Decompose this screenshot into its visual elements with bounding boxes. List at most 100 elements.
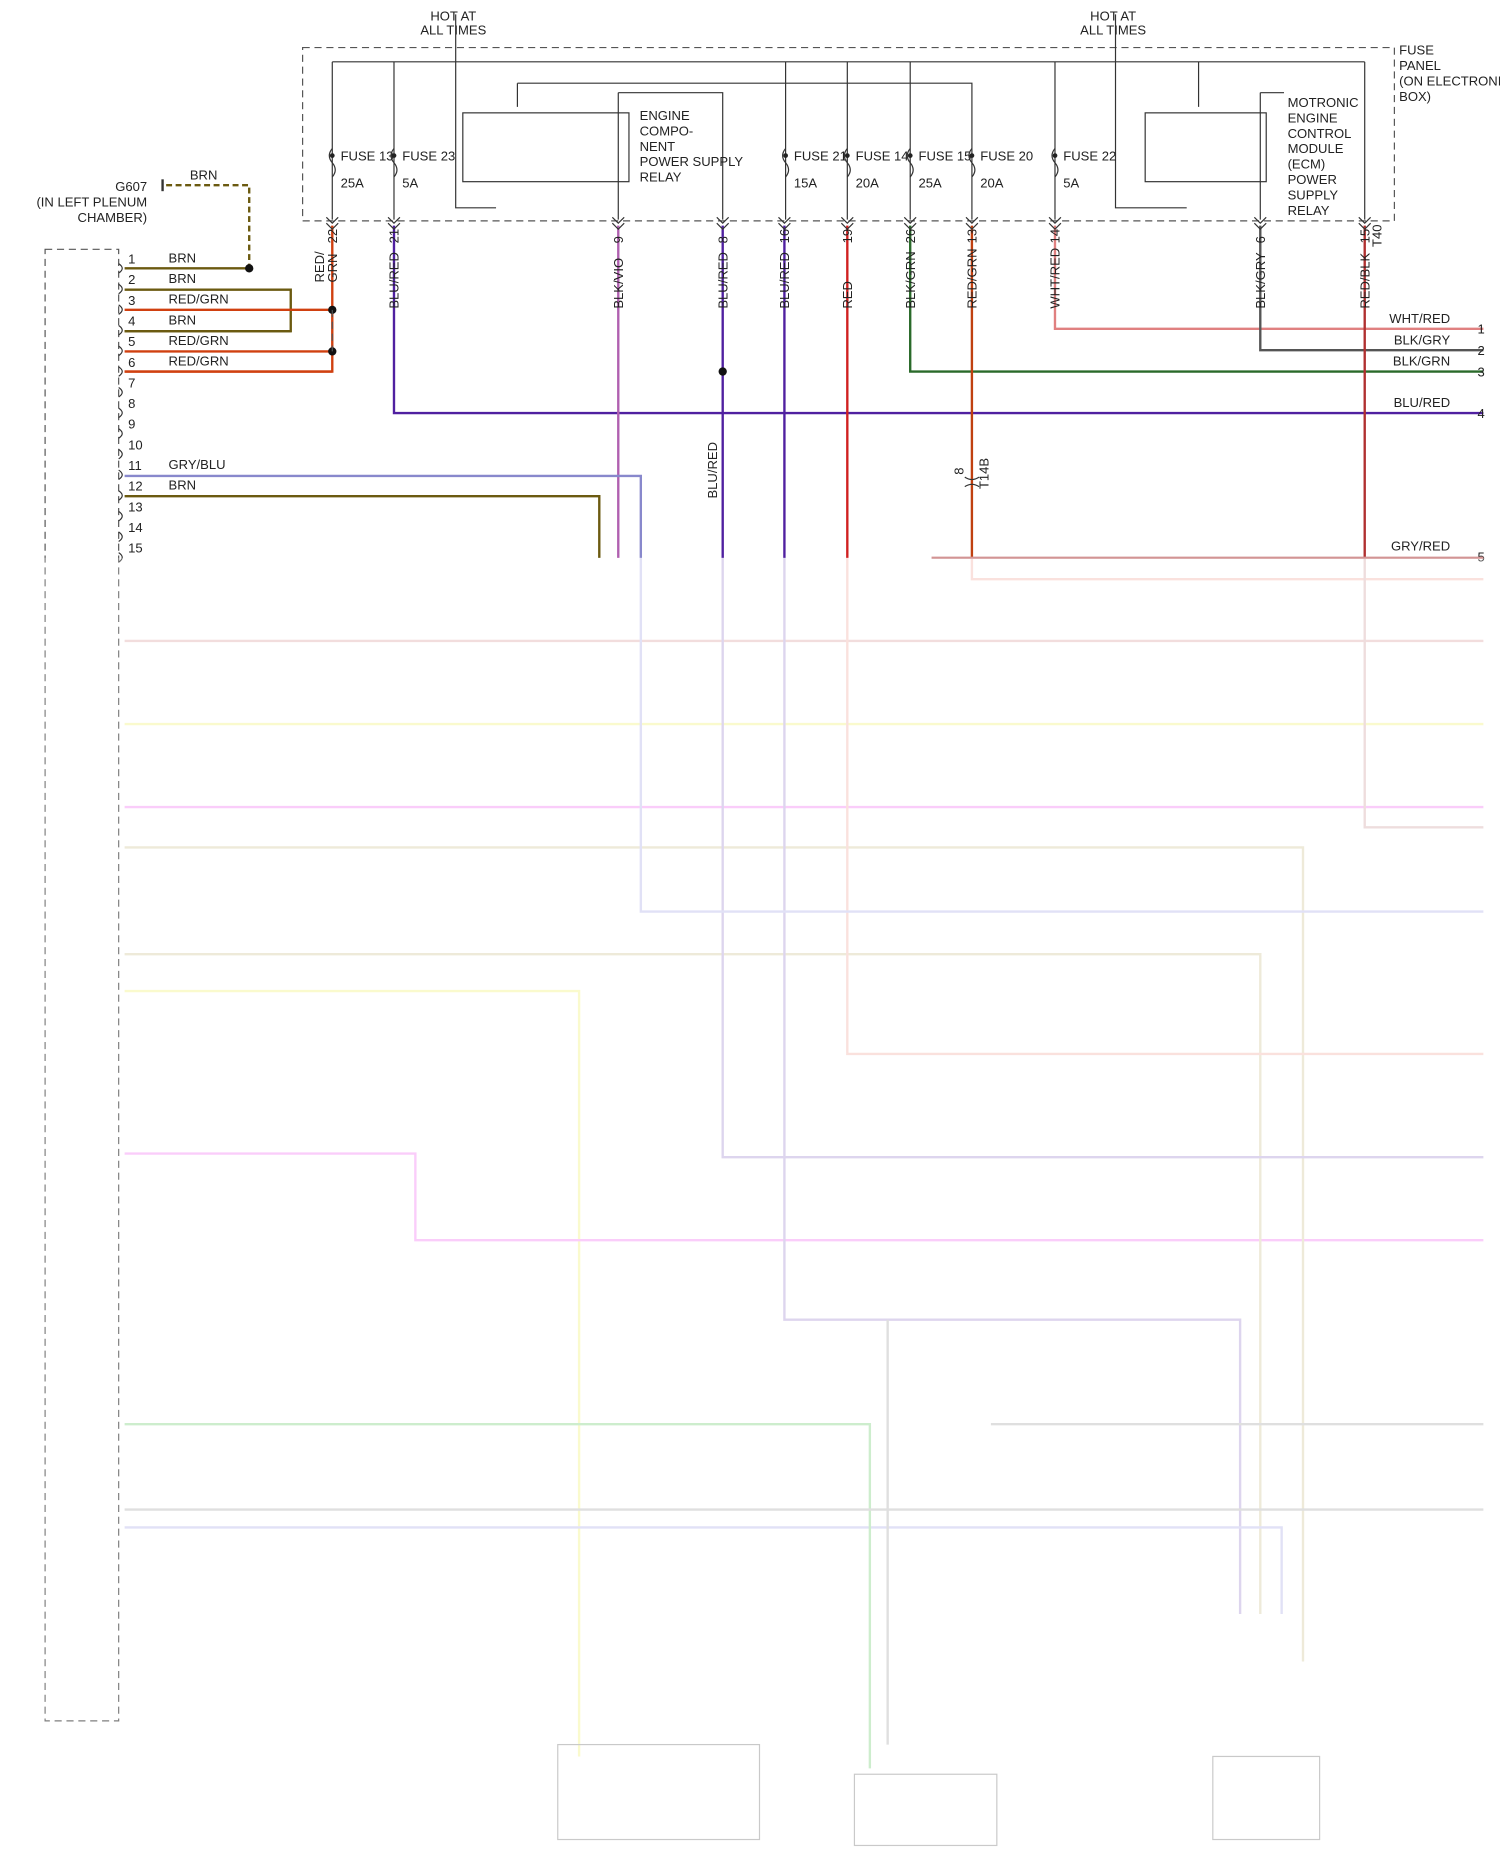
wire-label: BLU/RED xyxy=(705,442,720,499)
wire-label: BRN xyxy=(169,312,197,327)
pin-number: 11 xyxy=(128,458,142,473)
fuse-name: FUSE 15 xyxy=(919,148,972,163)
fuse-panel-box xyxy=(302,46,1395,222)
wire-label: BRN xyxy=(169,250,197,265)
pin-symbol xyxy=(118,283,123,295)
wire-label: GRN xyxy=(325,254,340,283)
fuse-rating: 20A xyxy=(856,176,880,191)
fuse-rating: 25A xyxy=(919,176,943,191)
fuse-rating: 5A xyxy=(1063,176,1079,191)
relay-box xyxy=(462,112,630,183)
splice xyxy=(245,264,254,273)
pin-number: 12 xyxy=(128,479,143,494)
fuse-name: FUSE 21 xyxy=(794,148,847,163)
ground-location: CHAMBER) xyxy=(78,210,148,225)
relay-label: POWER xyxy=(1288,172,1337,187)
wire-label: RED/GRN xyxy=(965,248,980,308)
fuse-symbol xyxy=(843,148,851,178)
wire xyxy=(124,474,643,558)
pin-number: 13 xyxy=(128,499,143,514)
pin-symbol xyxy=(118,345,123,357)
relay-label: (ECM) xyxy=(1288,157,1326,172)
bus-lines xyxy=(331,14,1366,220)
pin-number: 15 xyxy=(128,541,143,556)
wire-label: BLU/RED xyxy=(715,252,730,309)
fuse-symbol xyxy=(328,148,336,178)
pin-symbol xyxy=(118,386,123,398)
connector-id: T40 xyxy=(1369,224,1384,246)
connector-symbol xyxy=(964,476,980,488)
pin-number: 3 xyxy=(128,293,135,308)
ground-location: (IN LEFT PLENUM xyxy=(36,195,147,210)
pin-number: 8 xyxy=(128,396,135,411)
fuse-panel-label: FUSE xyxy=(1399,43,1434,58)
pin-number: 14 xyxy=(128,520,143,535)
wire-label: GRY/RED xyxy=(1391,539,1450,554)
wire-label: RED/GRN xyxy=(169,333,229,348)
fuse-dot xyxy=(844,153,850,158)
pin-symbol xyxy=(118,325,123,336)
pin-symbol xyxy=(778,216,791,230)
pin-number: 1 xyxy=(128,252,135,267)
pin-number: 14 xyxy=(1048,229,1063,244)
relay-label: POWER SUPPLY xyxy=(640,154,744,169)
wire-label: RED/ xyxy=(312,251,327,283)
relay-label: ENGINE xyxy=(1288,110,1338,125)
wire-label: RED/BLK xyxy=(1357,253,1372,309)
pin-number: 6 xyxy=(128,355,135,370)
pin-number: 5 xyxy=(128,334,135,349)
pin-symbol xyxy=(118,428,123,439)
fuse-name: FUSE 23 xyxy=(402,148,455,163)
wire xyxy=(909,225,1484,373)
pin-number: 15 xyxy=(1357,229,1372,244)
splice xyxy=(718,367,727,376)
relay-box xyxy=(1144,112,1267,183)
wire-label: BRN xyxy=(169,478,197,493)
wire-label: BLK/VIO xyxy=(611,258,626,309)
fuse-symbol xyxy=(968,148,976,178)
wire-label: BLK/GRY xyxy=(1253,252,1268,309)
pin-symbol xyxy=(118,263,123,274)
fuse-dot xyxy=(907,153,913,158)
fuse-rating: 5A xyxy=(402,176,418,191)
connector-id: T14B xyxy=(977,458,992,489)
hot-label: ALL TIMES xyxy=(1080,23,1146,38)
relay-label: RELAY xyxy=(1288,203,1330,218)
pin-symbol xyxy=(118,490,123,501)
pin-symbol xyxy=(325,216,339,230)
pin-symbol xyxy=(118,510,123,522)
pin-symbol xyxy=(903,216,917,230)
wire-label: WHT/RED xyxy=(1048,248,1063,309)
pin-symbol xyxy=(716,216,730,230)
pin-number: 7 xyxy=(128,375,135,390)
pin-number: 19 xyxy=(840,229,855,244)
wire-label: RED/GRN xyxy=(169,354,229,369)
blur-overlay xyxy=(0,557,1500,1861)
fuse-dot xyxy=(391,153,397,158)
hot-label: HOT AT xyxy=(430,8,476,23)
pin-symbol xyxy=(118,531,123,542)
wire xyxy=(124,494,601,558)
fuse-symbol xyxy=(782,148,790,178)
wire-label: BRN xyxy=(190,167,218,182)
relay-label: ENGINE xyxy=(640,108,690,123)
wire xyxy=(392,225,1484,415)
pin-number: 22 xyxy=(325,229,340,244)
relay-label: COMPO- xyxy=(640,123,694,138)
pin-symbol xyxy=(1048,216,1062,230)
pin-number: 8 xyxy=(715,236,730,243)
wire-label: BLU/RED xyxy=(1394,395,1451,410)
pin-symbol xyxy=(118,304,123,315)
pin-symbol xyxy=(965,216,979,230)
fuse-name: FUSE 20 xyxy=(980,148,1033,163)
wire-label: BLK/GRY xyxy=(1394,332,1451,347)
ground-wire xyxy=(166,184,251,269)
pin-number: 21 xyxy=(387,229,402,244)
fuse-panel-label: BOX) xyxy=(1399,89,1431,104)
wire-label: RED/GRN xyxy=(169,292,229,307)
pin-symbol xyxy=(387,216,401,230)
terminal-number: 1 xyxy=(1477,322,1484,337)
hot-label: HOT AT xyxy=(1090,8,1136,23)
terminal-number: 2 xyxy=(1477,343,1484,358)
